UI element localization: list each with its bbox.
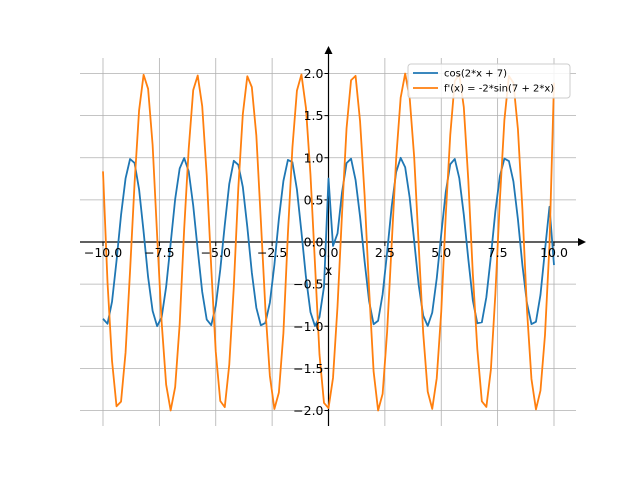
legend: cos(2*x + 7) f'(x) = -2*sin(7 + 2*x) [407, 63, 571, 99]
x-tick-label: −2.5 [257, 245, 287, 260]
legend-label: f'(x) = -2*sin(7 + 2*x) [444, 84, 554, 95]
y-tick-label: 1.5 [304, 108, 324, 123]
series-layer [102, 72, 555, 412]
y-tick-label: −1.0 [293, 319, 323, 334]
x-tick-label: 2.5 [375, 245, 395, 260]
x-axis-label: x [325, 264, 333, 279]
x-tick-label: −5.0 [201, 245, 231, 260]
x-tick-label: −7.5 [144, 245, 174, 260]
axes [80, 46, 586, 426]
legend-label: cos(2*x + 7) [444, 69, 507, 80]
series-line-0 [102, 156, 555, 328]
x-tick-label: −10.0 [84, 245, 122, 260]
x-tick-label: 10.0 [540, 245, 568, 260]
x-tick-label: 0.0 [319, 245, 339, 260]
y-tick-label: 0.5 [304, 192, 324, 207]
y-tick-label: 2.0 [304, 66, 324, 81]
x-axis-arrow-icon [578, 238, 586, 246]
y-tick-label: −2.0 [293, 403, 323, 418]
series-line-1 [102, 72, 555, 412]
tick-labels: −10.0 −7.5 −5.0 −2.5 0.0 2.5 5.0 7.5 10.0 −2.0 −1.… [84, 66, 568, 418]
x-tick-label: 7.5 [488, 245, 508, 260]
y-tick-label: 1.0 [304, 150, 324, 165]
x-tick-label: 5.0 [431, 245, 451, 260]
y-tick-label: −0.5 [293, 277, 323, 292]
y-tick-label: −1.5 [293, 361, 323, 376]
legend-box [407, 63, 571, 99]
y-axis-arrow-icon [324, 46, 333, 54]
y-tick-label: 0.0 [304, 235, 324, 250]
